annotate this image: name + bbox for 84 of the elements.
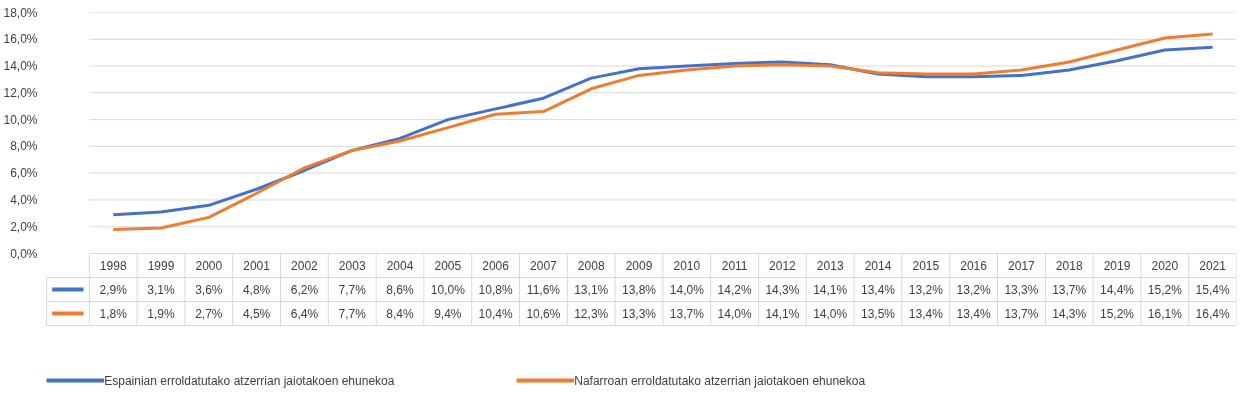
data-label: 14,1% [765,306,800,321]
data-label: 13,7% [1004,306,1039,321]
data-label: 7,7% [338,282,367,297]
legend-label: Nafarroan erroldatutako atzerrian jaiotakoen ehunekoa [574,373,866,388]
data-label: 1,9% [147,306,176,321]
data-label: 1,8% [99,306,128,321]
data-label: 8,4% [386,306,415,321]
y-tick-label: 10,0% [3,112,38,127]
data-label: 14,4% [1099,282,1135,297]
x-tick-label: 2021 [1199,259,1227,273]
x-tick-label: 2010 [673,259,701,273]
x-tick-label: 2007 [530,259,558,273]
data-label: 3,6% [195,282,223,297]
data-label: 13,7% [669,306,705,321]
data-label: 3,1% [147,282,176,297]
x-tick-label: 2003 [338,259,366,273]
data-label: 6,4% [290,306,319,321]
data-label: 13,2% [908,282,944,297]
data-label: 4,5% [242,306,271,321]
data-label: 13,2% [956,282,991,297]
data-label: 14,0% [717,306,752,321]
data-label: 14,0% [669,282,705,297]
data-label: 13,4% [956,306,991,321]
y-tick-label: 0,0% [10,246,38,261]
x-tick-label: 2014 [864,259,892,273]
data-label: 8,6% [386,282,415,297]
y-tick-label: 2,0% [10,219,38,234]
data-label: 15,2% [1147,282,1183,297]
data-label: 14,2% [717,282,752,297]
data-label: 14,3% [1052,306,1087,321]
x-tick-label: 2008 [577,259,605,273]
data-label: 10,6% [526,306,561,321]
data-label: 2,7% [195,306,223,321]
data-label: 13,8% [622,282,657,297]
data-label: 2,9% [99,282,128,297]
data-label: 13,7% [1052,282,1087,297]
data-label: 13,1% [574,282,609,297]
x-tick-label: 1998 [99,259,127,273]
data-label: 14,3% [765,282,800,297]
data-label: 6,2% [290,282,319,297]
data-label: 13,5% [860,306,896,321]
y-tick-label: 18,0% [3,5,38,20]
x-tick-label: 2002 [291,259,319,273]
y-tick-label: 12,0% [3,85,38,100]
data-label: 13,4% [860,282,896,297]
data-label: 11,6% [526,282,561,297]
y-tick-label: 14,0% [3,59,38,74]
x-tick-label: 2012 [769,259,797,273]
data-label: 13,3% [622,306,657,321]
data-label: 10,0% [430,282,466,297]
x-tick-label: 2020 [1151,259,1179,273]
x-tick-label: 2019 [1103,259,1131,273]
legend-label: Espainian erroldatutako atzerrian jaiotakoen ehunekoa [104,373,395,388]
x-tick-label: 2018 [1055,259,1083,273]
data-label: 16,4% [1195,306,1230,321]
x-tick-label: 2000 [195,259,223,273]
data-label: 10,4% [478,306,513,321]
data-label: 15,4% [1195,282,1230,297]
x-tick-label: 2017 [1008,259,1036,273]
y-tick-label: 16,0% [3,32,38,47]
data-label: 10,8% [478,282,513,297]
x-tick-label: 2009 [625,259,653,273]
data-label: 7,7% [338,306,367,321]
data-label: 16,1% [1147,306,1183,321]
x-tick-label: 2005 [434,259,462,273]
x-tick-label: 2016 [960,259,988,273]
data-label: 9,4% [434,306,462,321]
x-tick-label: 2015 [912,259,940,273]
data-label: 12,3% [574,306,609,321]
x-tick-label: 1999 [147,259,175,273]
data-label: 14,0% [813,306,848,321]
data-label: 13,4% [908,306,944,321]
data-label: 13,3% [1004,282,1039,297]
x-tick-label: 2011 [721,259,748,273]
data-label: 15,2% [1099,306,1135,321]
y-tick-label: 4,0% [10,192,38,207]
data-label: 4,8% [242,282,271,297]
data-label: 14,1% [813,282,848,297]
x-tick-label: 2004 [386,259,414,273]
y-tick-label: 6,0% [10,166,38,181]
x-tick-label: 2013 [816,259,844,273]
x-tick-label: 2001 [243,259,271,273]
x-tick-label: 2006 [482,259,510,273]
y-tick-label: 8,0% [10,139,38,154]
